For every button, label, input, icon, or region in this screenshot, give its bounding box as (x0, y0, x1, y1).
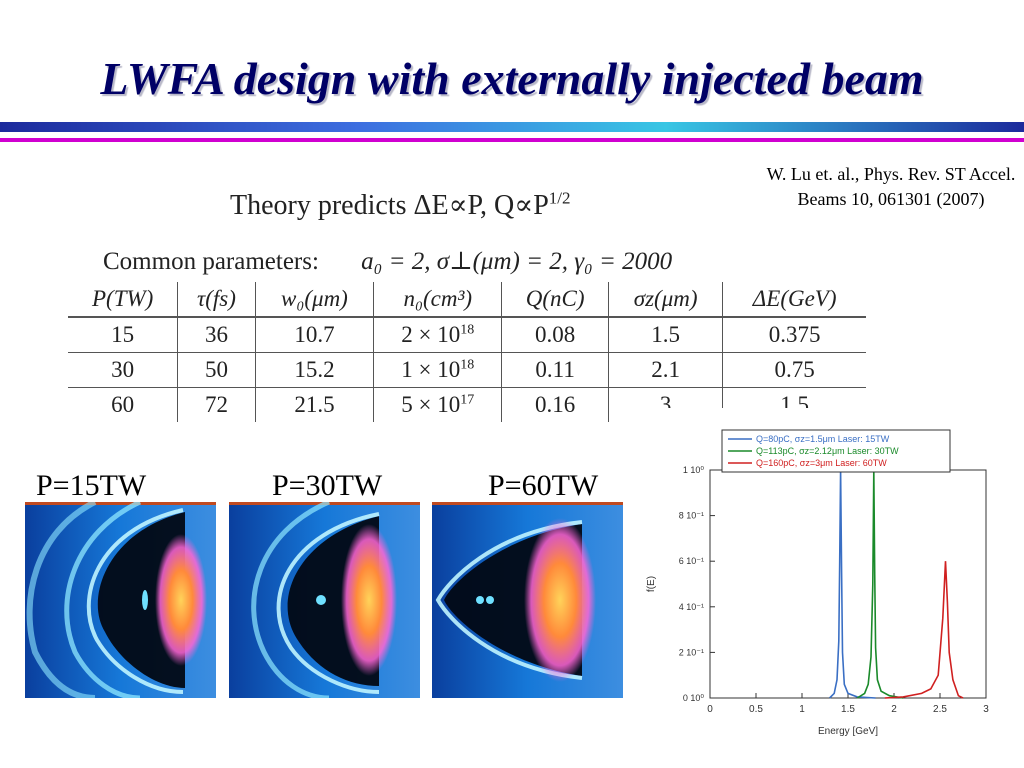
table-header-row: P(TW) τ(fs) w₀(μm) n₀(cm³) Q(nC) σz(μm) … (68, 282, 866, 318)
title-divider-magenta (0, 138, 1024, 142)
col-header-duration: τ(fs) (177, 282, 256, 318)
density-base: 5 × 10 (401, 392, 461, 417)
series-line-2 (856, 469, 904, 699)
x-tick-label: 3 (983, 704, 989, 715)
reference-citation: W. Lu et. al., Phys. Rev. ST Accel. Beam… (766, 164, 1016, 209)
chart-svg: 0 0.5 1 1.5 2 2.5 3 0 10⁰ 2 10⁻¹ 4 10⁻¹ 6 10⁻¹ 8 10… (640, 408, 992, 748)
cell-bunch-length: 1.5 (608, 317, 723, 353)
legend-entry: Q=80pC, σz=1.5μm Laser: 15TW (756, 434, 890, 444)
cell-power: 30 (68, 352, 178, 388)
x-tick-label: 1 (799, 704, 805, 715)
cell-density: 2 × 1018 (373, 317, 502, 353)
theory-exponent: 1/2 (548, 188, 571, 208)
wake-image-15tw (25, 502, 216, 698)
density-exponent: 18 (460, 357, 475, 373)
col-header-density: n₀(cm³) (373, 282, 502, 318)
x-tick-label: 0 (707, 704, 713, 715)
col-header-bunch-length: σz(μm) (608, 282, 723, 318)
cell-charge: 0.11 (501, 352, 609, 388)
cell-density: 5 × 1017 (373, 387, 502, 422)
y-tick-label: 2 10⁻¹ (679, 647, 704, 657)
common-label: Common parameters: (103, 248, 319, 275)
panel-label-15tw: P=15TW (36, 469, 147, 502)
cell-duration: 72 (177, 387, 256, 422)
density-base: 2 × 10 (401, 322, 461, 347)
legend-entry: Q=160pC, σz=3μm Laser: 60TW (756, 458, 887, 468)
density-exponent: 18 (460, 322, 475, 338)
theory-statement: Theory predicts ΔE∝P, Q∝P1/2 (230, 188, 571, 222)
legend-entry: Q=113pC, σz=2.12μm Laser: 30TW (756, 446, 899, 456)
x-tick-label: 0.5 (749, 704, 763, 715)
common-values: a₀ = 2, σ⊥(μm) = 2, γ₀ = 2000 (361, 248, 673, 275)
density-exponent: 17 (460, 392, 475, 408)
col-header-charge: Q(nC) (501, 282, 609, 318)
cell-spot-size: 15.2 (254, 352, 374, 388)
cell-duration: 50 (177, 352, 256, 388)
parameter-table: P(TW) τ(fs) w₀(μm) n₀(cm³) Q(nC) σz(μm) … (68, 282, 866, 422)
slide-title: LWFA design with externally injected bea… (100, 53, 924, 104)
col-header-spot-size: w₀(μm) (254, 282, 374, 318)
energy-spectrum-chart: 0 0.5 1 1.5 2 2.5 3 0 10⁰ 2 10⁻¹ 4 10⁻¹ 6 10⁻¹ 8 10… (640, 408, 992, 748)
panel-label-60tw: P=60TW (488, 469, 599, 502)
y-axis-label: f(E) (646, 576, 657, 592)
panel-label-30tw: P=30TW (272, 469, 383, 502)
series-line-1 (829, 469, 876, 699)
y-tick-label: 1 10⁰ (683, 465, 705, 475)
cell-energy-gain: 0.375 (722, 317, 866, 353)
common-parameters: Common parameters: a₀ = 2, σ⊥(μm) = 2, γ… (103, 246, 672, 276)
wake-image-60tw (432, 502, 623, 698)
theory-text: Theory predicts ΔE∝P, Q∝P (230, 190, 549, 221)
cell-bunch-length: 2.1 (608, 352, 723, 388)
table-row: 30 50 15.2 1 × 1018 0.11 2.1 0.75 (68, 352, 866, 388)
cell-charge: 0.16 (501, 387, 609, 422)
cell-density: 1 × 1018 (373, 352, 502, 388)
cell-energy-gain: 0.75 (722, 352, 866, 388)
legend-box (721, 429, 951, 473)
cell-power: 15 (68, 317, 178, 353)
y-tick-label: 6 10⁻¹ (679, 556, 704, 566)
table-row: 15 36 10.7 2 × 1018 0.08 1.5 0.375 (68, 317, 866, 353)
col-header-energy-gain: ΔE(GeV) (722, 282, 866, 318)
x-tick-label: 2 (891, 704, 897, 715)
cell-spot-size: 10.7 (254, 317, 374, 353)
series-line-3 (884, 561, 964, 699)
col-header-power: P(TW) (68, 282, 178, 318)
y-tick-label: 4 10⁻¹ (679, 602, 704, 612)
cell-power: 60 (111, 392, 135, 417)
cell-duration: 36 (177, 317, 256, 353)
density-base: 1 × 10 (401, 357, 461, 382)
x-tick-label: 2.5 (933, 704, 947, 715)
x-axis-label: Energy [GeV] (818, 726, 878, 737)
cell-charge: 0.08 (501, 317, 609, 353)
wake-image-30tw (229, 502, 420, 698)
y-tick-label: 0 10⁰ (683, 693, 705, 703)
title-divider-gradient (0, 122, 1024, 132)
x-tick-label: 1.5 (841, 704, 855, 715)
y-tick-label: 8 10⁻¹ (679, 511, 704, 521)
cell-spot-size: 21.5 (254, 387, 374, 422)
